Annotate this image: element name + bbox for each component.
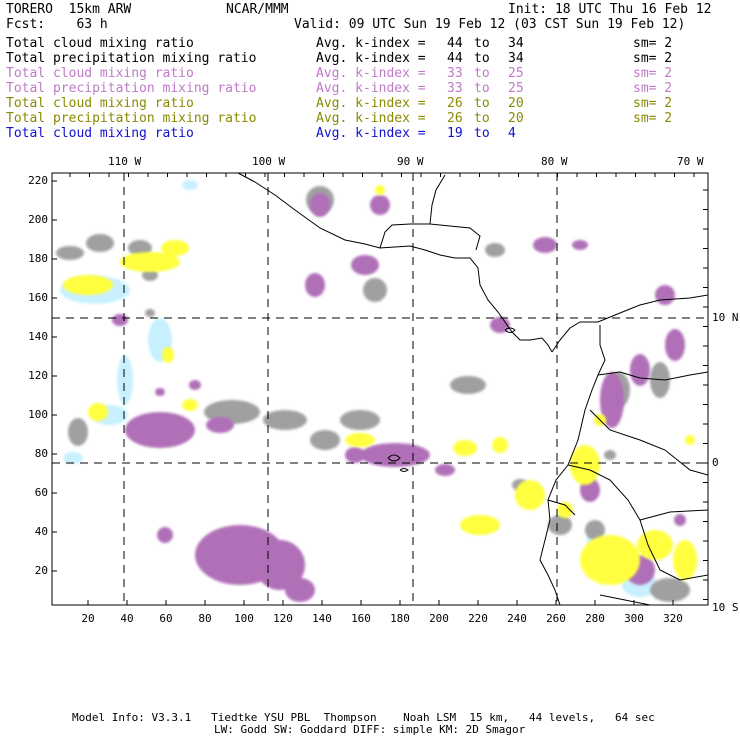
- legend-to-value: 20: [508, 96, 524, 111]
- legend-from-value: 26: [447, 96, 463, 111]
- bottom-tick-label: 40: [120, 612, 134, 625]
- legend-from-value: 26: [447, 111, 463, 126]
- bottom-tick-label: 240: [507, 612, 527, 625]
- gray-cloud-areas: [56, 186, 690, 602]
- legend-to-word: to: [474, 96, 490, 111]
- footer-physics-info: LW: Godd SW: Goddard DIFF: simple KM: 2D…: [214, 723, 526, 736]
- valid-time: Valid: 09 UTC Sun 19 Feb 12 (03 CST Sun …: [294, 17, 686, 32]
- legend-to-word: to: [474, 36, 490, 51]
- legend-field: Total precipitation mixing ratio: [6, 111, 257, 126]
- cloud-fields: [56, 173, 708, 605]
- forecast-hour: Fcst: 63 h: [6, 17, 108, 32]
- legend-to-value: 25: [508, 66, 524, 81]
- legend-from-value: 44: [447, 36, 463, 51]
- left-tick-label: 20: [34, 564, 48, 577]
- model-title: TORERO 15km ARW: [6, 2, 132, 17]
- legend-to-word: to: [474, 126, 490, 141]
- legend-index-label: Avg. k-index =: [316, 51, 426, 66]
- legend-to-value: 4: [508, 126, 516, 141]
- left-tick-label: 80: [34, 447, 48, 460]
- bottom-tick-label: 180: [390, 612, 410, 625]
- left-tick-label: 220: [28, 174, 48, 187]
- legend-field: Total cloud mixing ratio: [6, 36, 194, 51]
- legend-smoothing: sm= 2: [633, 111, 673, 126]
- legend-smoothing: sm= 2: [633, 96, 673, 111]
- legend-from-value: 44: [447, 51, 463, 66]
- init-time: Init: 18 UTC Thu 16 Feb 12: [508, 2, 712, 17]
- bottom-tick-label: 20: [81, 612, 95, 625]
- bottom-tick-label: 140: [312, 612, 332, 625]
- bottom-tick-label: 60: [159, 612, 173, 625]
- left-tick-label: 180: [28, 252, 48, 265]
- legend-to-value: 20: [508, 111, 524, 126]
- footer-model-info: Model Info: V3.3.1 Tiedtke YSU PBL Thomp…: [72, 711, 655, 724]
- legend-to-word: to: [474, 111, 490, 126]
- legend-smoothing: sm= 2: [633, 51, 673, 66]
- coastlines: [237, 173, 708, 605]
- left-tick-label: 140: [28, 330, 48, 343]
- bottom-tick-label: 120: [273, 612, 293, 625]
- right-lat-label: 10 N: [712, 311, 739, 324]
- left-tick-label: 100: [28, 408, 48, 421]
- legend-index-label: Avg. k-index =: [316, 126, 426, 141]
- bottom-tick-label: 320: [663, 612, 683, 625]
- left-tick-label: 40: [34, 525, 48, 538]
- top-lon-label: 80 W: [541, 155, 568, 168]
- legend-to-value: 34: [508, 36, 524, 51]
- org-label: NCAR/MMM: [226, 2, 289, 17]
- legend-from-value: 33: [447, 81, 463, 96]
- bottom-tick-label: 280: [585, 612, 605, 625]
- yellow-cloud-areas: [63, 185, 697, 585]
- axis-ticks: [52, 173, 708, 605]
- map-frame: [51, 172, 709, 606]
- legend-index-label: Avg. k-index =: [316, 81, 426, 96]
- legend-from-value: 19: [447, 126, 463, 141]
- bottom-tick-label: 220: [468, 612, 488, 625]
- right-lat-label: 10 S: [712, 601, 739, 614]
- legend-field: Total cloud mixing ratio: [6, 126, 194, 141]
- bottom-tick-label: 300: [624, 612, 644, 625]
- left-tick-label: 160: [28, 291, 48, 304]
- legend-field: Total cloud mixing ratio: [6, 66, 194, 81]
- legend-to-value: 25: [508, 81, 524, 96]
- legend-to-word: to: [474, 66, 490, 81]
- legend-to-word: to: [474, 51, 490, 66]
- left-tick-label: 200: [28, 213, 48, 226]
- legend-field: Total precipitation mixing ratio: [6, 81, 257, 96]
- bottom-tick-label: 160: [351, 612, 371, 625]
- legend-from-value: 33: [447, 66, 463, 81]
- left-tick-label: 120: [28, 369, 48, 382]
- legend-field: Total cloud mixing ratio: [6, 96, 194, 111]
- legend-smoothing: sm= 2: [633, 81, 673, 96]
- bottom-tick-label: 100: [234, 612, 254, 625]
- top-lon-label: 100 W: [252, 155, 286, 168]
- legend-index-label: Avg. k-index =: [316, 36, 426, 51]
- legend-to-value: 34: [508, 51, 524, 66]
- top-lon-label: 110 W: [108, 155, 142, 168]
- legend-index-label: Avg. k-index =: [316, 96, 426, 111]
- legend-smoothing: sm= 2: [633, 36, 673, 51]
- bottom-tick-label: 80: [198, 612, 212, 625]
- top-lon-label: 70 W: [677, 155, 704, 168]
- bottom-tick-label: 200: [429, 612, 449, 625]
- purple-cloud-areas: [112, 193, 686, 602]
- legend-index-label: Avg. k-index =: [316, 66, 426, 81]
- left-tick-label: 60: [34, 486, 48, 499]
- lat-lon-grid: [52, 173, 708, 605]
- bottom-tick-label: 260: [546, 612, 566, 625]
- legend-to-word: to: [474, 81, 490, 96]
- top-lon-label: 90 W: [397, 155, 424, 168]
- right-lat-label: 0: [712, 456, 719, 469]
- legend-smoothing: sm= 2: [633, 66, 673, 81]
- legend-field: Total precipitation mixing ratio: [6, 51, 257, 66]
- legend-index-label: Avg. k-index =: [316, 111, 426, 126]
